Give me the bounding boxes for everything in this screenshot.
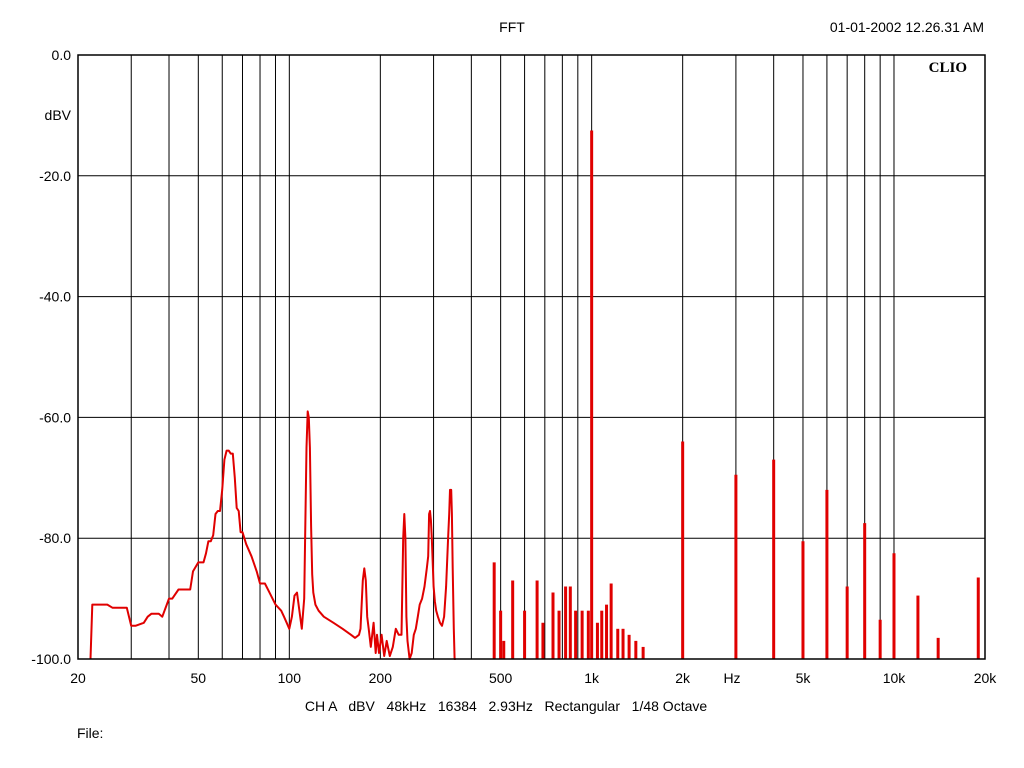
x-tick-label: 20k [974,670,998,686]
x-tick-label: 100 [278,670,302,686]
y-tick-label: -100.0 [31,651,71,667]
spectrum-line [89,410,456,660]
x-tick-label: 50 [191,670,207,686]
y-axis-label: dBV [45,107,72,123]
series-layer [89,130,980,660]
plot-frame [77,54,986,660]
measurement-settings: CH A dBV 48kHz 16384 2.93Hz Rectangular … [305,698,708,714]
grid-lines [78,54,985,660]
x-tick-label: 500 [489,670,513,686]
file-label: File: [77,725,103,741]
clio-logo: CLIO [929,60,967,76]
timestamp: 01-01-2002 12.26.31 AM [830,19,984,35]
x-tick-label: 1k [584,670,600,686]
chart-title: FFT [499,19,525,35]
x-axis-label: Hz [723,670,740,686]
x-tick-label: 5k [796,670,812,686]
y-tick-label: -20.0 [39,168,71,184]
x-tick-label: 10k [883,670,907,686]
y-tick-label: -80.0 [39,530,71,546]
axis-ticks: 0.0 -20.0 -40.0 -60.0 -80.0 -100.0 20 50 100 200 5… [31,47,997,686]
x-tick-label: 200 [369,670,393,686]
y-tick-label: -60.0 [39,409,71,425]
x-tick-label: 2k [675,670,691,686]
y-tick-label: -40.0 [39,289,71,305]
y-tick-label: 0.0 [52,47,72,63]
x-tick-label: 20 [70,670,86,686]
